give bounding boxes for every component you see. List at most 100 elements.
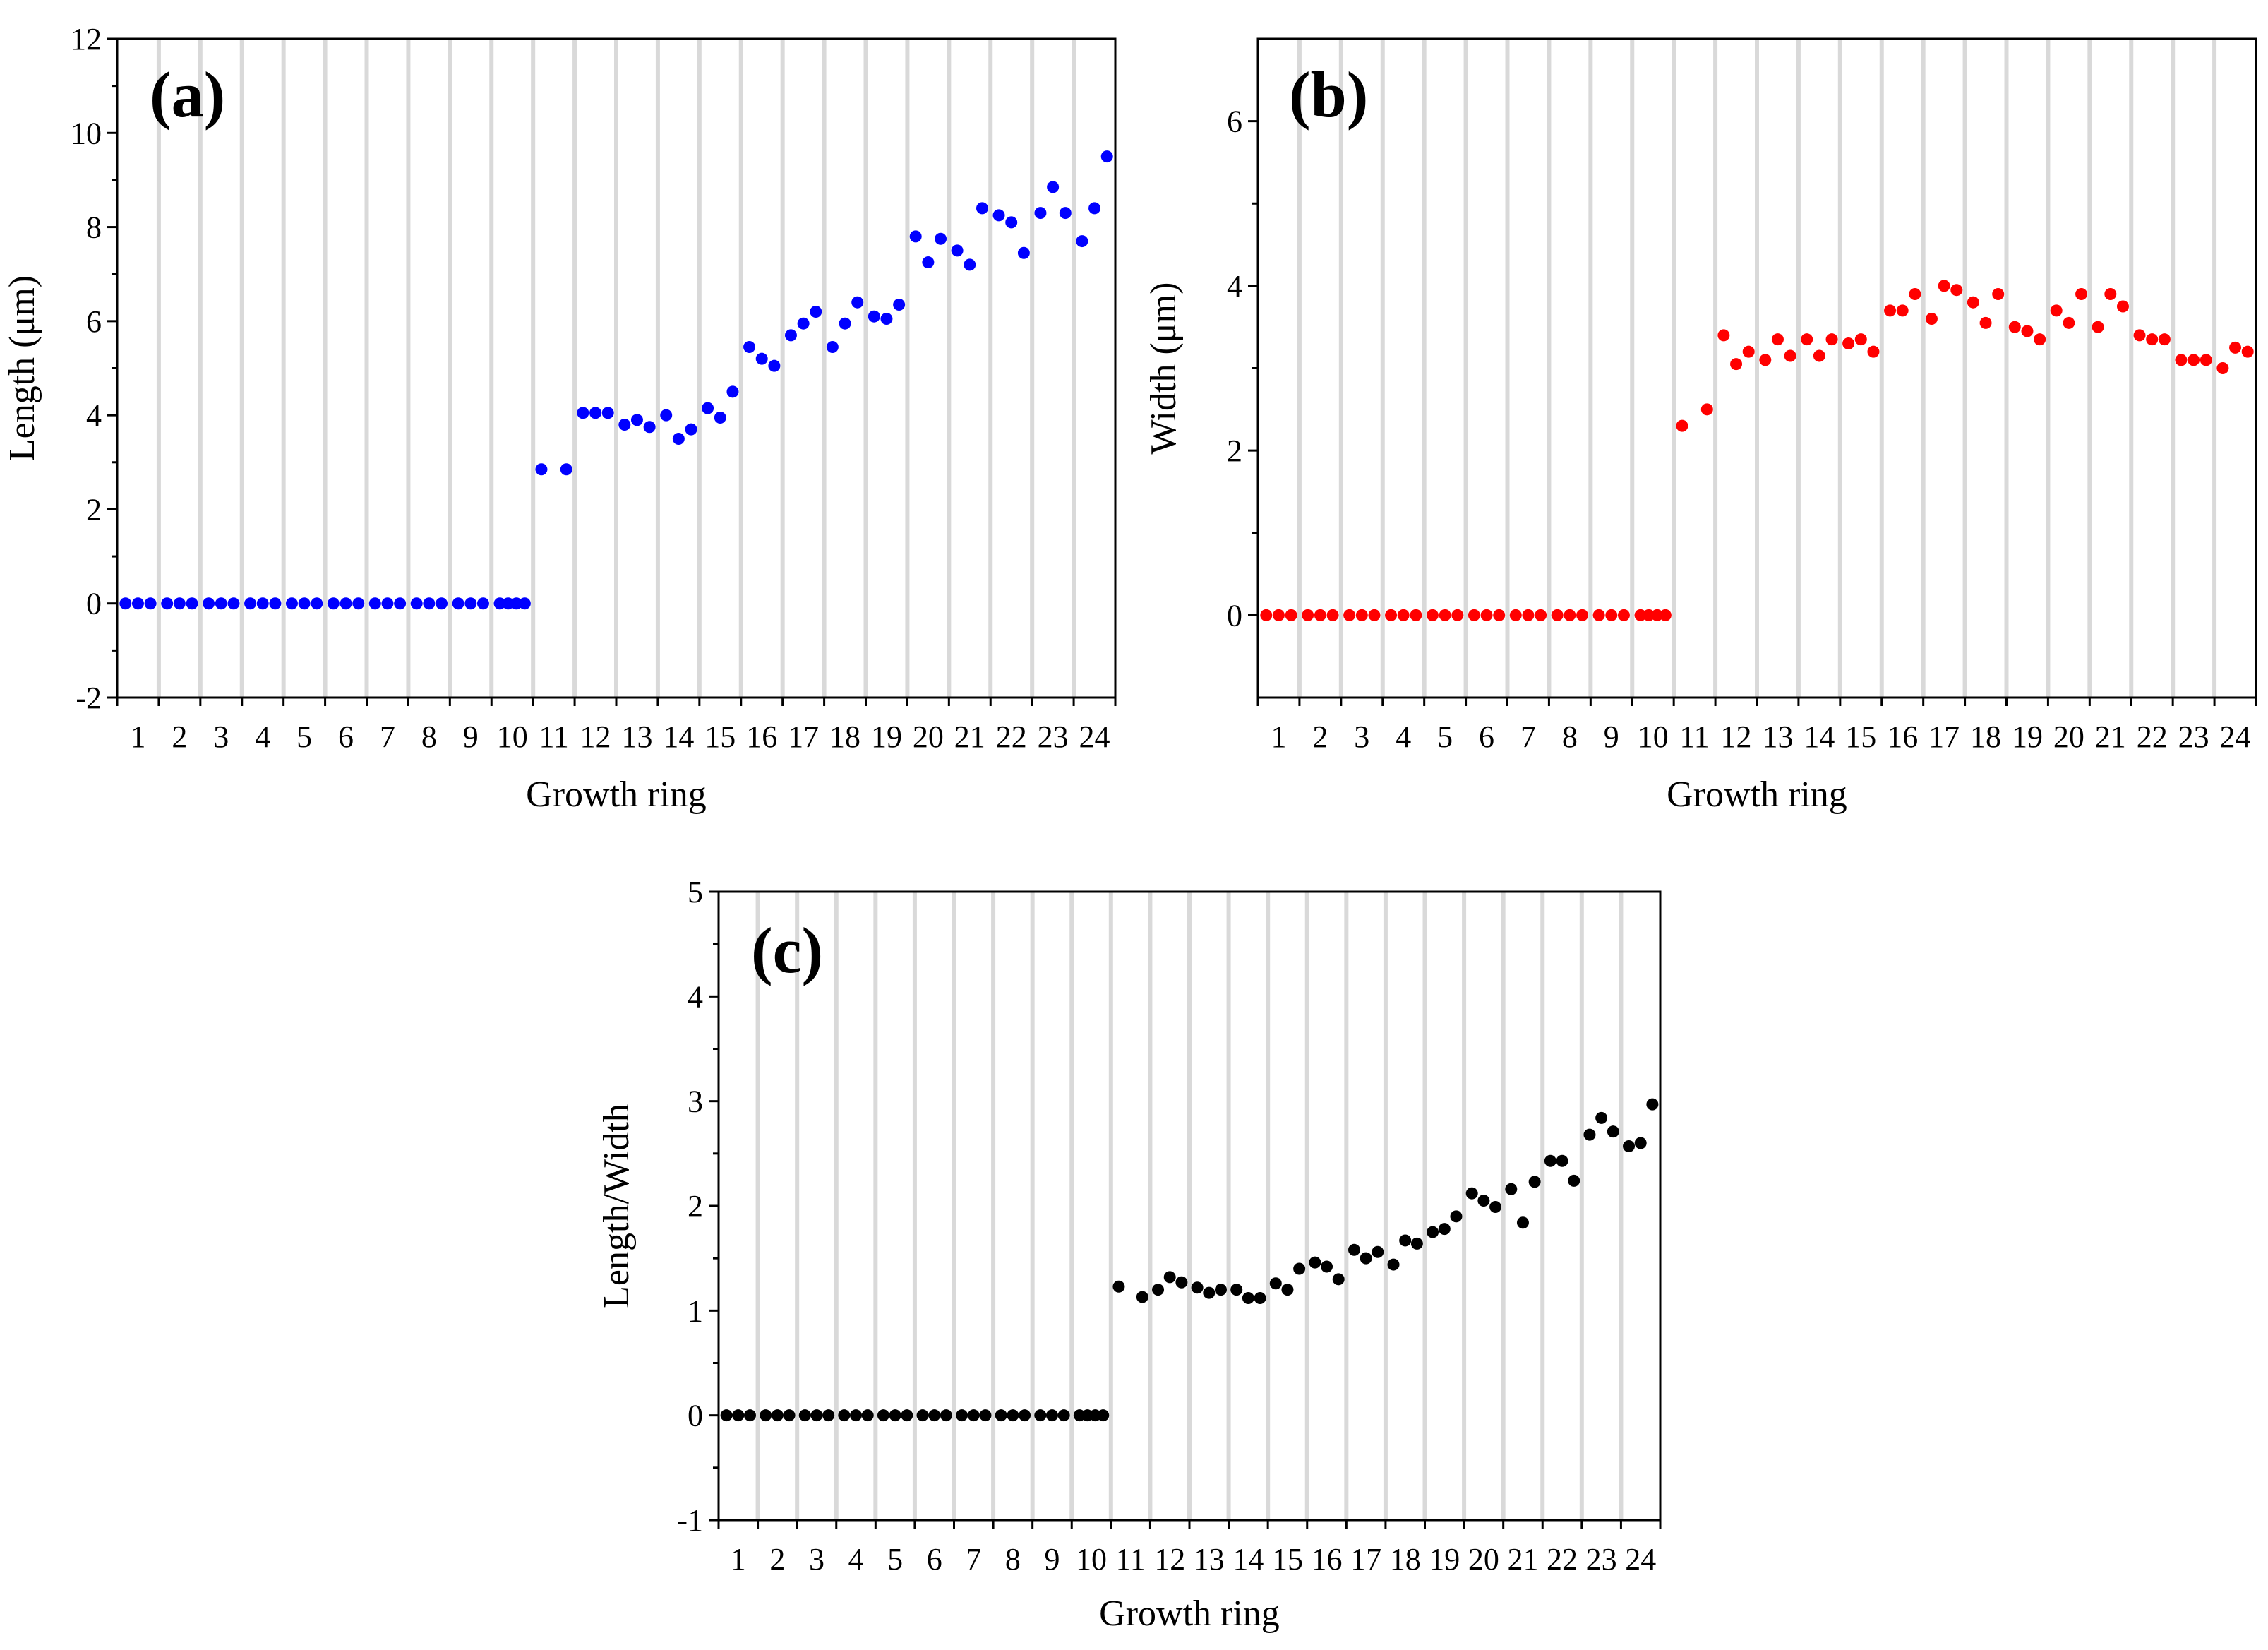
- data-point: [630, 414, 643, 426]
- y-tick-label: -1: [677, 1503, 703, 1538]
- y-tick-label: 5: [688, 875, 703, 909]
- data-point: [1152, 1284, 1165, 1296]
- y-tick-label: -2: [76, 681, 102, 715]
- data-point: [368, 597, 381, 610]
- data-point: [2188, 354, 2200, 366]
- data-point: [1007, 1409, 1019, 1422]
- panel-label: (a): [150, 59, 225, 131]
- y-axis-title: Length/Width: [596, 1104, 637, 1308]
- data-point: [285, 597, 298, 610]
- data-point: [2116, 300, 2129, 313]
- x-tick-label: 23: [2178, 719, 2209, 754]
- data-point: [1136, 1291, 1148, 1303]
- x-tick-label: 10: [1638, 719, 1669, 754]
- data-point: [1269, 1277, 1282, 1290]
- x-tick-label: 16: [1887, 719, 1918, 754]
- x-tick-label: 20: [913, 719, 944, 754]
- data-point: [726, 385, 739, 398]
- data-point: [1583, 1128, 1596, 1141]
- data-point: [851, 296, 864, 309]
- data-point: [1439, 609, 1451, 621]
- x-tick-label: 7: [966, 1542, 981, 1577]
- data-point: [1451, 609, 1464, 621]
- x-tick-label: 19: [2012, 719, 2043, 754]
- data-point: [1676, 419, 1688, 432]
- data-point: [868, 310, 880, 323]
- data-point: [1321, 1260, 1333, 1273]
- data-point: [381, 597, 394, 610]
- data-point: [839, 317, 851, 330]
- data-point: [1535, 609, 1547, 621]
- data-point: [131, 597, 144, 610]
- data-point: [964, 258, 976, 271]
- data-point: [1293, 1262, 1306, 1275]
- data-point: [601, 407, 614, 419]
- data-point: [1314, 609, 1326, 621]
- data-point: [203, 597, 215, 610]
- x-tick-label: 21: [2095, 719, 2126, 754]
- data-point: [784, 329, 797, 342]
- x-tick-label: 15: [1272, 1542, 1303, 1577]
- data-point: [340, 597, 352, 610]
- data-point: [1509, 609, 1522, 621]
- data-point: [1896, 304, 1909, 317]
- data-point: [269, 597, 282, 610]
- data-point: [861, 1409, 874, 1422]
- data-point: [1019, 1409, 1031, 1422]
- x-axis-title: Growth ring: [1099, 1594, 1280, 1634]
- x-tick-label: 1: [731, 1542, 746, 1577]
- x-tick-label: 5: [887, 1542, 903, 1577]
- x-tick-label: 22: [1547, 1542, 1578, 1577]
- data-point: [1348, 1243, 1360, 1256]
- data-point: [880, 313, 893, 325]
- x-axis-title: Growth ring: [526, 775, 707, 815]
- data-point: [743, 1409, 756, 1422]
- x-tick-label: 23: [1586, 1542, 1617, 1577]
- data-point: [768, 359, 781, 372]
- data-point: [2092, 321, 2104, 333]
- x-tick-label: 11: [539, 719, 568, 754]
- data-point: [1854, 333, 1867, 346]
- x-tick-label: 9: [463, 719, 479, 754]
- x-tick-label: 3: [809, 1542, 824, 1577]
- data-point: [1568, 1174, 1580, 1187]
- x-tick-label: 9: [1044, 1542, 1060, 1577]
- data-point: [810, 1409, 823, 1422]
- data-point: [1272, 609, 1285, 621]
- data-point: [2050, 304, 2063, 317]
- data-point: [1623, 1140, 1636, 1152]
- data-point: [1950, 284, 1963, 297]
- data-point: [760, 1409, 772, 1422]
- x-tick-label: 4: [255, 719, 270, 754]
- data-point: [2104, 288, 2117, 301]
- data-point: [1260, 609, 1273, 621]
- data-point: [493, 597, 506, 610]
- data-point: [2200, 354, 2212, 366]
- x-tick-label: 7: [380, 719, 395, 754]
- data-point: [1634, 1137, 1647, 1149]
- data-point: [1505, 1183, 1518, 1195]
- x-tick-label: 11: [1679, 719, 1709, 754]
- data-point: [992, 209, 1005, 222]
- y-tick-label: 2: [688, 1189, 703, 1224]
- x-tick-label: 6: [1479, 719, 1494, 754]
- data-point: [1097, 1409, 1110, 1422]
- y-tick-label: 0: [688, 1399, 703, 1433]
- data-point: [1659, 609, 1672, 621]
- data-point: [1884, 304, 1897, 317]
- data-point: [394, 597, 407, 610]
- x-tick-label: 11: [1115, 1542, 1145, 1577]
- data-point: [2021, 325, 2034, 337]
- data-point: [702, 402, 714, 414]
- y-axis-title: Width (μm): [1144, 282, 1184, 455]
- data-point: [1355, 609, 1368, 621]
- x-tick-label: 3: [213, 719, 229, 754]
- data-point: [1784, 349, 1796, 362]
- x-tick-label: 6: [338, 719, 354, 754]
- data-point: [2063, 316, 2075, 329]
- x-tick-label: 5: [296, 719, 312, 754]
- data-point: [797, 317, 810, 330]
